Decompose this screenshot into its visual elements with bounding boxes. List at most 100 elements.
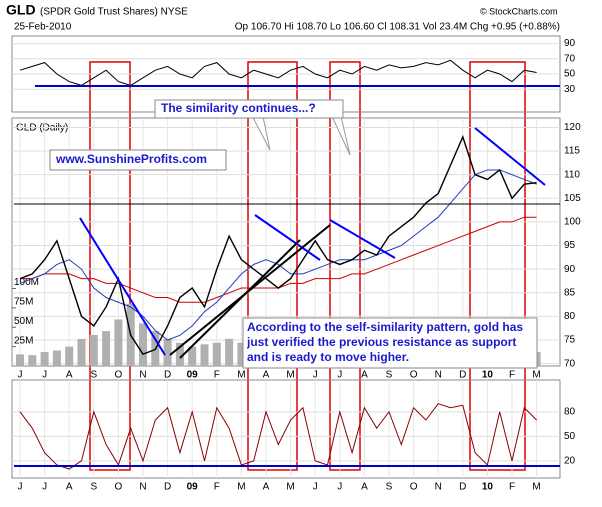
- x-tick-label: M: [286, 482, 294, 493]
- x-tick-label: J: [18, 482, 23, 493]
- x-tick-label: D: [459, 482, 466, 493]
- x-tick-label: F: [509, 370, 515, 381]
- x-tick-label: M: [237, 482, 245, 493]
- x-tick-label: J: [337, 482, 342, 493]
- y-tick-label: 50: [564, 431, 576, 442]
- x-tick-label: A: [263, 370, 270, 381]
- y-tick-label: 75: [564, 335, 576, 346]
- series-line: [19, 59, 537, 86]
- x-tick-label: A: [263, 482, 270, 493]
- x-tick-label: D: [164, 370, 171, 381]
- volume-bar: [139, 323, 147, 366]
- subtitle: (SPDR Gold Trust Shares) NYSE: [40, 7, 188, 18]
- x-tick-label: J: [42, 370, 47, 381]
- volume-bar: [102, 331, 111, 366]
- x-tick-label: S: [90, 482, 97, 493]
- y-tick-label: 80: [564, 406, 576, 417]
- volume-bar: [114, 319, 123, 366]
- y-tick-label: 115: [564, 146, 580, 157]
- y-tick-label: 100: [564, 217, 581, 228]
- trend-line: [179, 239, 301, 359]
- volume-bar: [16, 354, 24, 366]
- x-tick-label: 09: [187, 482, 199, 493]
- x-tick-label: S: [386, 370, 393, 381]
- volume-bar: [188, 346, 197, 366]
- volume-bar: [237, 342, 246, 366]
- x-tick-label: O: [410, 370, 418, 381]
- x-tick-label: M: [286, 370, 294, 381]
- source: © StockCharts.com: [480, 6, 558, 16]
- volume-bar: [89, 335, 98, 366]
- x-tick-label: N: [139, 482, 146, 493]
- y2-tick-label: 100M: [14, 277, 39, 288]
- y2-tick-label: 50M: [14, 316, 33, 327]
- x-tick-label: F: [509, 482, 515, 493]
- panel-label: GLD (Daily): [16, 123, 68, 134]
- trend-line: [474, 127, 546, 186]
- x-tick-label: 10: [482, 482, 494, 493]
- y-tick-label: 85: [564, 287, 576, 298]
- highlight-window: [247, 61, 298, 471]
- x-tick-label: O: [410, 482, 418, 493]
- trend-line: [329, 219, 396, 259]
- y-tick-label: 30: [564, 84, 576, 95]
- panel-frame: [11, 379, 561, 479]
- volume-bar: [52, 350, 61, 366]
- y2-tick-label: 75M: [14, 297, 33, 308]
- series-line: [19, 169, 537, 341]
- y-tick-label: 90: [564, 264, 576, 275]
- volume-bar: [28, 355, 37, 366]
- x-tick-label: A: [361, 482, 368, 493]
- y-tick-label: 120: [564, 122, 581, 133]
- y-tick-label: 70: [564, 53, 576, 64]
- x-tick-label: O: [115, 370, 123, 381]
- x-tick-label: J: [313, 370, 318, 381]
- annotation: www.SunshineProfits.com: [55, 152, 207, 166]
- x-tick-label: M: [237, 370, 245, 381]
- x-tick-label: N: [139, 370, 146, 381]
- volume-bar: [200, 344, 209, 366]
- x-tick-label: N: [435, 370, 442, 381]
- series-line: [19, 403, 537, 470]
- trend-line: [254, 214, 321, 261]
- x-tick-label: F: [214, 482, 220, 493]
- volume-bar: [175, 342, 184, 366]
- x-tick-label: M: [532, 370, 540, 381]
- x-tick-label: N: [435, 482, 442, 493]
- x-tick-label: J: [18, 370, 23, 381]
- quote: Op 106.70 Hi 108.70 Lo 106.60 Cl 108.31 …: [235, 22, 560, 33]
- y2-tick-label: 25M: [14, 335, 33, 346]
- volume-bar: [225, 338, 234, 366]
- x-tick-label: S: [90, 370, 97, 381]
- x-tick-label: A: [66, 482, 73, 493]
- x-tick-label: S: [386, 482, 393, 493]
- annotation: The similarity continues...?: [161, 101, 316, 115]
- date: 25-Feb-2010: [14, 22, 72, 33]
- y-tick-label: 70: [564, 358, 576, 369]
- y-tick-label: 95: [564, 240, 576, 251]
- y-tick-label: 50: [564, 69, 576, 80]
- x-tick-label: A: [361, 370, 368, 381]
- volume-bar: [40, 352, 49, 366]
- y-tick-label: 105: [564, 193, 581, 204]
- annotation-box: [242, 317, 538, 369]
- annotation-box: [49, 149, 227, 171]
- volume-bar: [65, 346, 74, 366]
- y-tick-label: 110: [564, 169, 580, 180]
- x-tick-label: J: [313, 482, 318, 493]
- highlight-window: [329, 61, 361, 471]
- volume-bar: [77, 338, 86, 366]
- annotation-box: [154, 99, 344, 119]
- series-line: [19, 134, 537, 356]
- x-tick-label: D: [459, 370, 466, 381]
- ticker: GLD: [6, 2, 36, 18]
- x-tick-label: J: [337, 370, 342, 381]
- annotation-wrap: According to the self-similarity pattern…: [247, 320, 524, 364]
- volume-bar: [212, 342, 221, 366]
- highlight-window: [469, 61, 526, 471]
- x-tick-label: D: [164, 482, 171, 493]
- annotation: According to the self-similarity pattern…: [247, 320, 524, 364]
- x-tick-label: F: [214, 370, 220, 381]
- x-tick-label: O: [115, 482, 123, 493]
